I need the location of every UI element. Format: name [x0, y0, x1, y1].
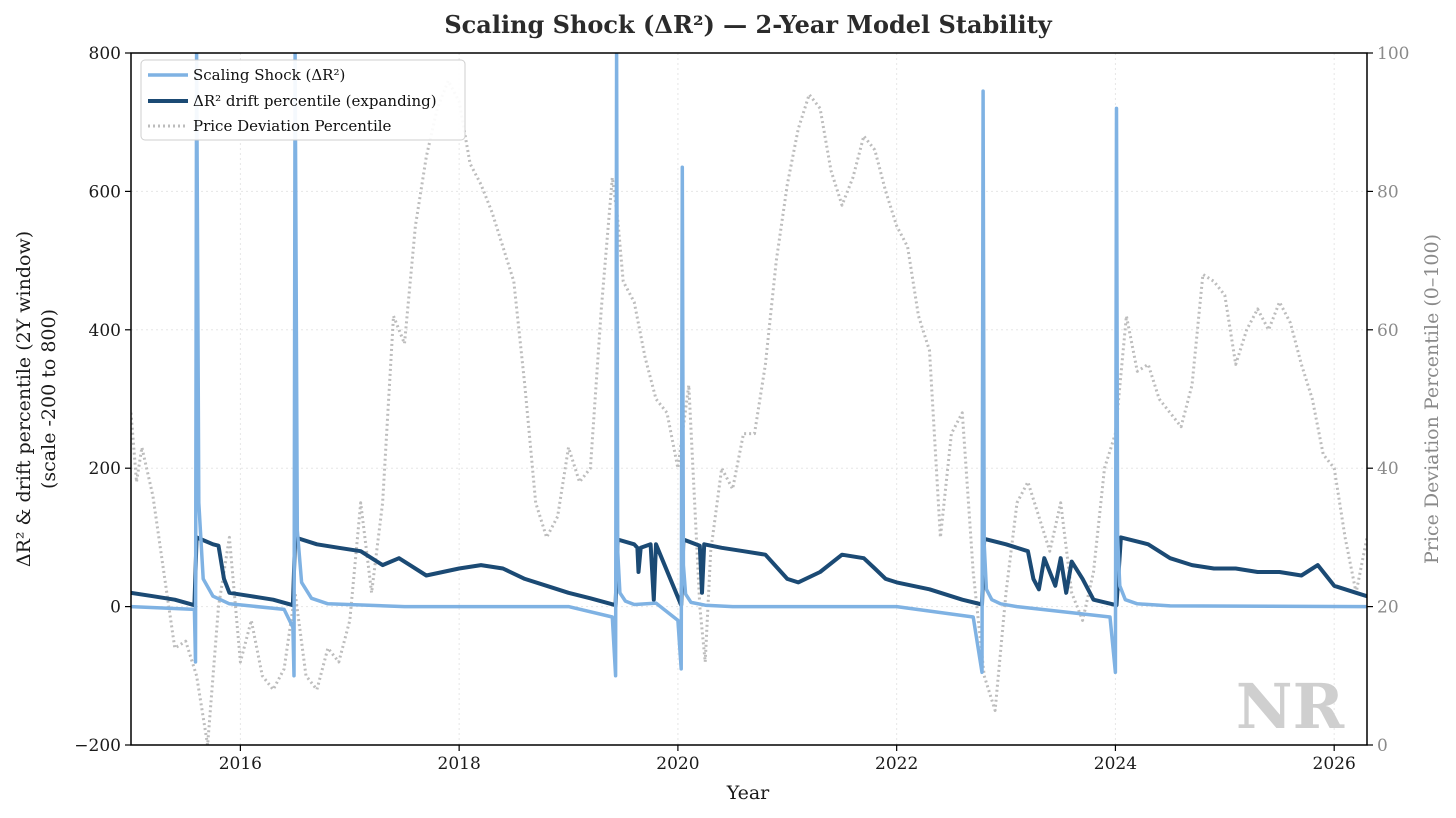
x-tick-label: 2024: [1094, 754, 1137, 774]
y-left-tick-label: 400: [89, 321, 121, 341]
axis-ticks: 2016 2018 2020 2022 2024 2026−200020040060080…: [74, 44, 1409, 774]
y-left-tick-label: 600: [89, 182, 121, 202]
watermark-logo: NR: [1236, 670, 1345, 743]
y-left-tick-label: −200: [74, 736, 121, 756]
legend-label-price: Price Deviation Percentile: [193, 117, 392, 135]
x-tick-label: 2022: [875, 754, 918, 774]
plot-series: [131, 53, 1367, 745]
y-right-tick-label: 40: [1377, 459, 1399, 479]
y-right-tick-label: 0: [1377, 736, 1388, 756]
series-line-scaling-shock: [131, 53, 1367, 678]
legend-label-shock: Scaling Shock (ΔR²): [193, 66, 345, 84]
y-axis-left-label-line2: (scale -200 to 800): [38, 309, 60, 489]
x-tick-label: 2016: [219, 754, 262, 774]
y-axis-left-label: ΔR² & drift percentile (2Y window) (scal…: [13, 231, 60, 567]
y-right-tick-label: 100: [1377, 44, 1409, 64]
series-line-drift-percentile: [131, 535, 1367, 608]
y-right-tick-label: 60: [1377, 321, 1399, 341]
y-axis-left-label-line1: ΔR² & drift percentile (2Y window): [13, 231, 35, 567]
y-right-tick-label: 80: [1377, 182, 1399, 202]
legend-box: [140, 59, 466, 141]
y-axis-right-label-group: Price Deviation Percentile (0–100): [1421, 234, 1443, 564]
x-tick-label: 2018: [438, 754, 481, 774]
plot-frame: [130, 52, 1368, 746]
y-left-tick-label: 0: [110, 598, 121, 618]
x-tick-label: 2020: [656, 754, 699, 774]
y-right-tick-label: 20: [1377, 598, 1399, 618]
y-axis-right-label: Price Deviation Percentile (0–100): [1421, 234, 1443, 564]
x-tick-label: 2026: [1313, 754, 1356, 774]
chart-title: Scaling Shock (ΔR²) — 2-Year Model Stabi…: [444, 10, 1052, 39]
legend-label-drift: ΔR² drift percentile (expanding): [193, 92, 437, 110]
legend: Scaling Shock (ΔR²) ΔR² drift percentile…: [140, 59, 466, 141]
y-left-tick-label: 800: [89, 44, 121, 64]
y-left-tick-label: 200: [89, 459, 121, 479]
x-axis-label: Year: [726, 782, 770, 804]
